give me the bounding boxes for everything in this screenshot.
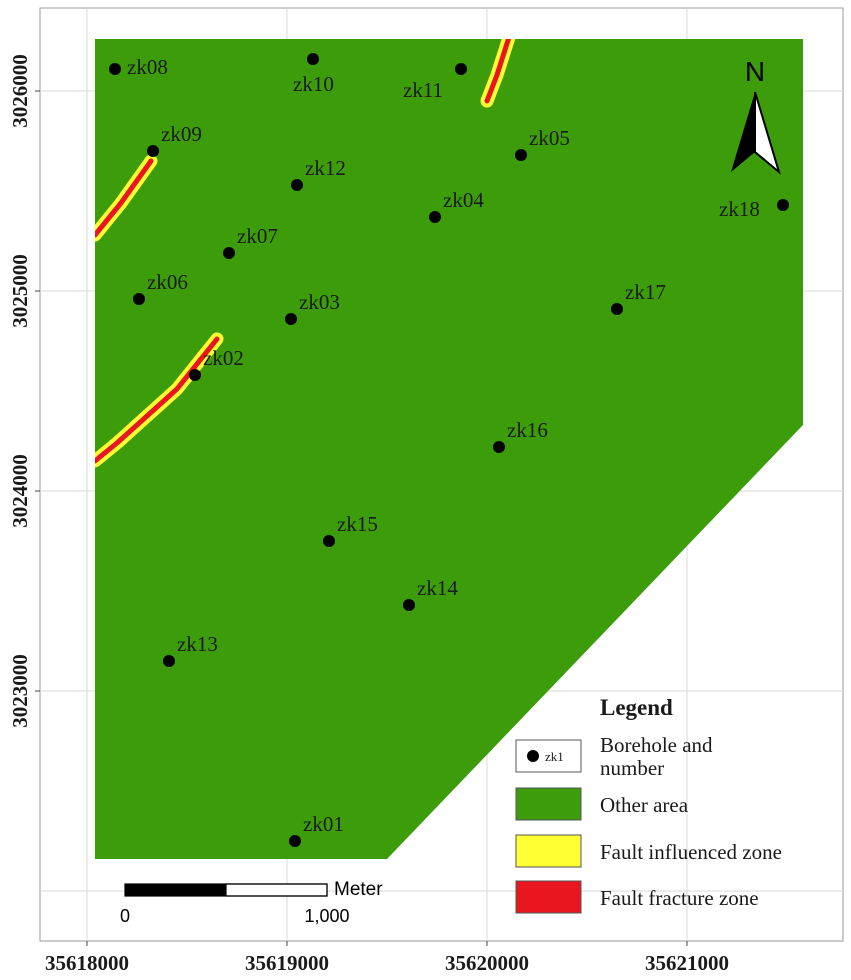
borehole-zk12 (291, 179, 303, 191)
y-tick-label-1: 3025000 (8, 254, 32, 328)
y-tick-label-0: 3026000 (8, 54, 32, 128)
legend-borehole-label-line2: number (600, 756, 664, 780)
legend-swatch-fault-fracture (515, 880, 582, 914)
legend-fault-influenced-label: Fault influenced zone (600, 840, 782, 864)
legend-borehole-sample-label: zk1 (545, 749, 564, 764)
borehole-label-zk15: zk15 (337, 512, 378, 536)
borehole-label-zk18: zk18 (719, 197, 760, 221)
borehole-zk01 (289, 835, 301, 847)
scale-bar: Meter 0 1,000 (120, 879, 383, 926)
scale-bar-label-end: 1,000 (304, 906, 349, 926)
borehole-label-zk09: zk09 (161, 122, 202, 146)
legend-item-fault-fracture: Fault fracture zone (515, 880, 759, 914)
scale-bar-label-start: 0 (120, 906, 130, 926)
legend: Legend zk1 Borehole and number Other are… (515, 695, 782, 914)
x-tick-label-1: 35619000 (245, 951, 329, 975)
legend-swatch-other-area (515, 787, 582, 821)
legend-item-borehole: zk1 Borehole and number (515, 733, 713, 780)
borehole-zk07 (223, 247, 235, 259)
fault-zones (95, 39, 518, 468)
borehole-zk10 (307, 53, 319, 65)
borehole-label-zk01: zk01 (303, 812, 344, 836)
borehole-zk16 (493, 441, 505, 453)
boreholes: zk01 zk02 zk03 zk04 zk05 zk06 zk07 zk08 zk09 zk10… (109, 53, 789, 847)
borehole-label-zk16: zk16 (507, 418, 548, 442)
legend-swatch-fault-influenced (515, 834, 582, 868)
borehole-zk08 (109, 63, 121, 75)
borehole-zk04 (429, 211, 441, 223)
borehole-label-zk07: zk07 (237, 224, 278, 248)
x-tick-label-0: 35618000 (45, 951, 129, 975)
borehole-label-zk05: zk05 (529, 126, 570, 150)
borehole-zk06 (133, 293, 145, 305)
borehole-label-zk06: zk06 (147, 270, 188, 294)
borehole-label-zk02: zk02 (203, 346, 244, 370)
borehole-zk03 (285, 313, 297, 325)
scale-bar-unit: Meter (334, 879, 383, 900)
borehole-label-zk17: zk17 (625, 280, 666, 304)
other-area-polygon (95, 39, 803, 859)
legend-item-fault-influenced: Fault influenced zone (515, 834, 782, 868)
y-tick-label-3: 3023000 (8, 654, 32, 728)
x-tick-label-3: 35621000 (645, 951, 729, 975)
north-arrow-icon: N (731, 56, 781, 175)
legend-borehole-label-line1: Borehole and (600, 733, 713, 757)
legend-borehole-symbol (527, 750, 539, 762)
fault-fracture-zone-2 (484, 39, 514, 104)
legend-title: Legend (600, 695, 673, 720)
borehole-label-zk11: zk11 (403, 78, 443, 102)
borehole-zk11 (455, 63, 467, 75)
borehole-zk13 (163, 655, 175, 667)
fault-fracture-zone-0 (95, 158, 154, 238)
borehole-label-zk04: zk04 (443, 188, 484, 212)
y-axis-ticks: 3026000 3025000 3024000 3023000 (8, 54, 40, 728)
borehole-zk17 (611, 303, 623, 315)
borehole-zk15 (323, 535, 335, 547)
borehole-label-zk03: zk03 (299, 290, 340, 314)
x-axis-ticks: 35618000 35619000 35620000 35621000 (45, 941, 729, 975)
borehole-label-zk12: zk12 (305, 156, 346, 180)
borehole-label-zk14: zk14 (417, 576, 458, 600)
north-arrow-label: N (745, 56, 765, 87)
fault-fracture-zone-1 (95, 336, 220, 464)
borehole-label-zk08: zk08 (127, 55, 168, 79)
borehole-zk18 (777, 199, 789, 211)
x-tick-label-2: 35620000 (445, 951, 529, 975)
legend-item-other-area: Other area (515, 787, 689, 821)
borehole-zk14 (403, 599, 415, 611)
y-tick-label-2: 3024000 (8, 454, 32, 528)
borehole-label-zk13: zk13 (177, 632, 218, 656)
legend-fault-fracture-label: Fault fracture zone (600, 886, 759, 910)
borehole-label-zk10: zk10 (293, 72, 334, 96)
borehole-zk09 (147, 145, 159, 157)
borehole-zk02 (189, 369, 201, 381)
borehole-zk05 (515, 149, 527, 161)
legend-other-area-label: Other area (600, 793, 689, 817)
